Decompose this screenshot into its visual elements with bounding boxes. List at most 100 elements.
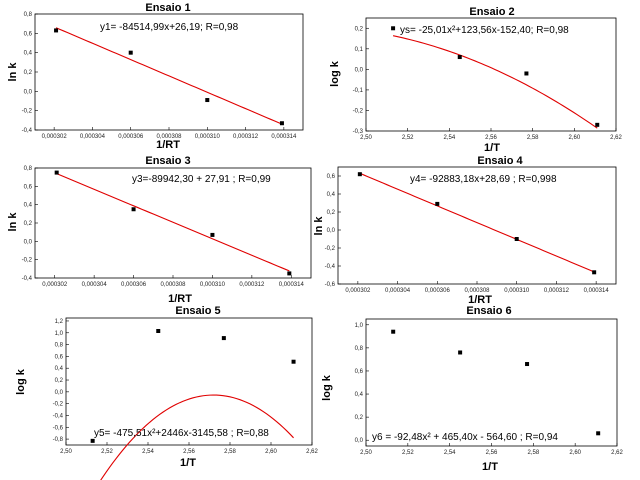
y-tick-label: -0,2 <box>53 402 64 408</box>
x-tick-label: 0,000314 <box>279 282 305 288</box>
y-tick-label: -0,8 <box>53 437 64 443</box>
data-point <box>457 55 462 60</box>
fit-equation: y4= -92883,18x+28,69 ; R=0,998 <box>410 174 557 185</box>
y-tick-label: 1,2 <box>55 319 64 325</box>
y-axis-label: ln k <box>7 212 19 232</box>
x-tick-label: 2,60 <box>569 450 581 456</box>
panel-title: Ensaio 4 <box>477 155 523 167</box>
x-tick-label: 2,50 <box>60 449 72 455</box>
y-tick-label: 0,2 <box>327 210 336 216</box>
y-axis-label: log k <box>329 60 341 87</box>
x-tick-label: 2,62 <box>306 449 318 455</box>
data-point <box>592 270 597 275</box>
fit-equation: y6 = -92,48x² + 465,40x - 564,60 ; R=0,9… <box>372 432 558 443</box>
panel-ensaio-1: Ensaio 1 0,000302 0,000304 0,000306 0,00030… <box>7 2 304 151</box>
x-tick-label: 0,000310 <box>200 282 226 288</box>
data-points <box>391 329 601 436</box>
y-tick-label: 0,2 <box>355 415 364 421</box>
data-points <box>391 26 600 127</box>
fit-equation: y5= -475,51x²+2446x-3145,58 ; R=0,88 <box>94 428 269 439</box>
y-tick-label: -0,2 <box>353 108 364 114</box>
y-ticks: -0,4 -0,2 0,0 0,2 0,4 0,6 0,8 <box>22 12 38 134</box>
y-tick-label: 0,4 <box>24 203 33 209</box>
y-tick-label: 0,8 <box>355 346 364 352</box>
x-tick-label: 2,62 <box>611 450 623 456</box>
x-tick-label: 0,000310 <box>195 134 221 140</box>
x-axis-label: 1/RT <box>168 293 192 305</box>
plot-frame <box>65 317 313 446</box>
data-point <box>391 26 396 31</box>
panel-title: Ensaio 1 <box>145 2 190 14</box>
x-tick-label: 0,000302 <box>345 288 371 294</box>
x-tick-label: 2,52 <box>101 449 113 455</box>
y-ticks: -0,6 -0,4 -0,2 0,0 0,2 0,4 0,6 <box>325 174 341 288</box>
y-tick-label: 0,2 <box>55 378 64 384</box>
y-tick-label: -0,2 <box>325 246 336 252</box>
data-point <box>435 201 440 206</box>
y-tick-label: 0,2 <box>24 70 33 76</box>
y-tick-label: -0,6 <box>53 425 64 431</box>
data-point <box>128 50 133 55</box>
x-tick-label: 0,000304 <box>385 288 411 294</box>
x-ticks: 2,50 2,52 2,54 2,56 2,58 2,60 2,62 <box>60 442 318 455</box>
y-ticks: -0,4 -0,2 0,0 0,2 0,4 0,6 0,8 <box>22 166 38 282</box>
x-tick-label: 0,000306 <box>118 134 144 140</box>
x-ticks: 2,50 2,52 2,54 2,56 2,58 2,60 2,62 <box>360 128 622 141</box>
y-tick-label: -0,2 <box>22 109 33 115</box>
panel-ensaio-6: Ensaio 6 2,50 2,52 2,54 2,56 2,58 2,60 2,62 0,… <box>321 305 623 473</box>
y-tick-label: -0,2 <box>22 258 33 264</box>
x-tick-label: 2,54 <box>142 449 154 455</box>
y-tick-label: -0,6 <box>325 282 336 288</box>
y-tick-label: 0,6 <box>24 184 33 190</box>
y-ticks: 0,0 0,2 0,4 0,6 0,8 1,0 <box>355 323 369 444</box>
x-ticks: 0,000302 0,000304 0,000306 0,000308 0,000310… <box>42 275 304 288</box>
x-tick-label: 0,000306 <box>121 282 147 288</box>
fit-equation: y1= -84514,99x+26,19; R=0,98 <box>100 22 239 33</box>
x-tick-label: 2,56 <box>486 450 498 456</box>
data-point <box>514 237 519 241</box>
x-tick-label: 2,62 <box>610 135 622 141</box>
data-point <box>54 28 59 33</box>
data-point <box>131 207 136 212</box>
x-tick-label: 0,000312 <box>239 282 265 288</box>
x-tick-label: 0,000312 <box>233 134 259 140</box>
y-tick-label: 0,0 <box>55 390 64 396</box>
y-tick-label: 0,4 <box>55 366 64 372</box>
y-tick-label: -0,4 <box>22 128 33 134</box>
y-tick-label: 1,0 <box>55 331 64 337</box>
fit-equation: ys= -25,01x²+123,56x-152,40; R=0,98 <box>400 25 569 36</box>
y-tick-label: 0,6 <box>355 369 364 375</box>
x-ticks: 0,000302 0,000304 0,000306 0,000308 0,000310… <box>345 281 609 294</box>
x-tick-label: 0,000314 <box>584 288 610 294</box>
x-tick-label: 0,000306 <box>425 288 451 294</box>
x-axis-label: 1/T <box>180 457 196 469</box>
y-tick-label: 0,4 <box>24 51 33 57</box>
panel-ensaio-4: Ensaio 4 0,000302 0,000304 0,000306 0,00030… <box>313 155 617 306</box>
x-tick-label: 2,58 <box>527 135 539 141</box>
x-tick-label: 2,56 <box>485 135 497 141</box>
x-tick-label: 0,000312 <box>544 288 570 294</box>
data-point <box>90 438 95 443</box>
x-tick-label: 0,000310 <box>504 288 530 294</box>
data-point <box>221 336 226 341</box>
x-tick-label: 0,000304 <box>80 134 106 140</box>
panel-title: Ensaio 6 <box>466 305 511 317</box>
x-tick-label: 0,000302 <box>42 134 68 140</box>
x-tick-label: 2,60 <box>568 135 580 141</box>
y-tick-label: 0,0 <box>327 228 336 234</box>
panel-title: Ensaio 5 <box>175 305 220 317</box>
y-tick-label: -0,4 <box>325 264 336 270</box>
data-points <box>54 28 284 126</box>
y-tick-label: 0,2 <box>355 26 364 32</box>
panel-title: Ensaio 2 <box>469 6 514 18</box>
fit-line <box>55 27 283 125</box>
y-ticks: -0,8 -0,6 -0,4 -0,2 0,0 0,2 0,4 0,6 0,8 1,0 1,2 <box>53 319 69 443</box>
y-tick-label: 0,1 <box>355 47 364 53</box>
x-axis-label: 1/RT <box>156 139 180 151</box>
x-tick-label: 2,58 <box>224 449 236 455</box>
fit-line <box>56 173 290 272</box>
panel-ensaio-3: Ensaio 3 0,000302 0,000304 0,000306 0,00030… <box>7 155 312 305</box>
y-tick-label: 0,4 <box>355 392 364 398</box>
data-point <box>210 232 215 237</box>
x-tick-label: 0,000314 <box>271 134 297 140</box>
